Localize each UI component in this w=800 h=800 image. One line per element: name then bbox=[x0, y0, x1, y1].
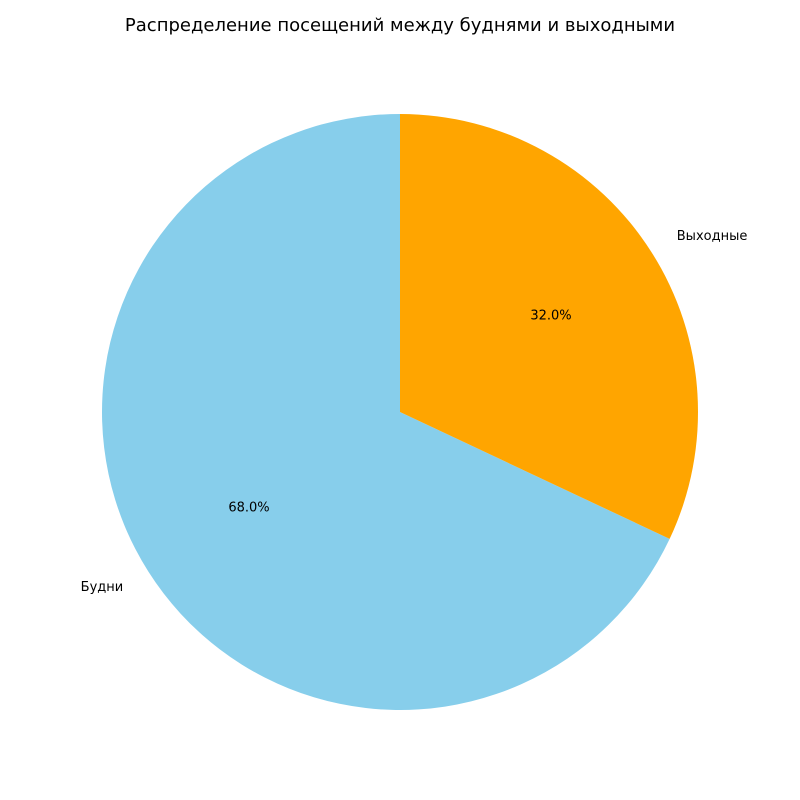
percent-label-1: 68.0% bbox=[228, 500, 269, 515]
pie-slice-2 bbox=[400, 113, 699, 539]
category-label-2: Выходные bbox=[677, 229, 748, 244]
labels-layer: 68.0% Будни 32.0% Выходные bbox=[81, 229, 748, 595]
slices-layer bbox=[102, 113, 699, 710]
percent-label-2: 32.0% bbox=[530, 309, 571, 324]
chart-title: Распределение посещений между буднями и … bbox=[125, 15, 675, 36]
pie-slice-1 bbox=[102, 114, 670, 710]
category-label-1: Будни bbox=[81, 580, 124, 595]
